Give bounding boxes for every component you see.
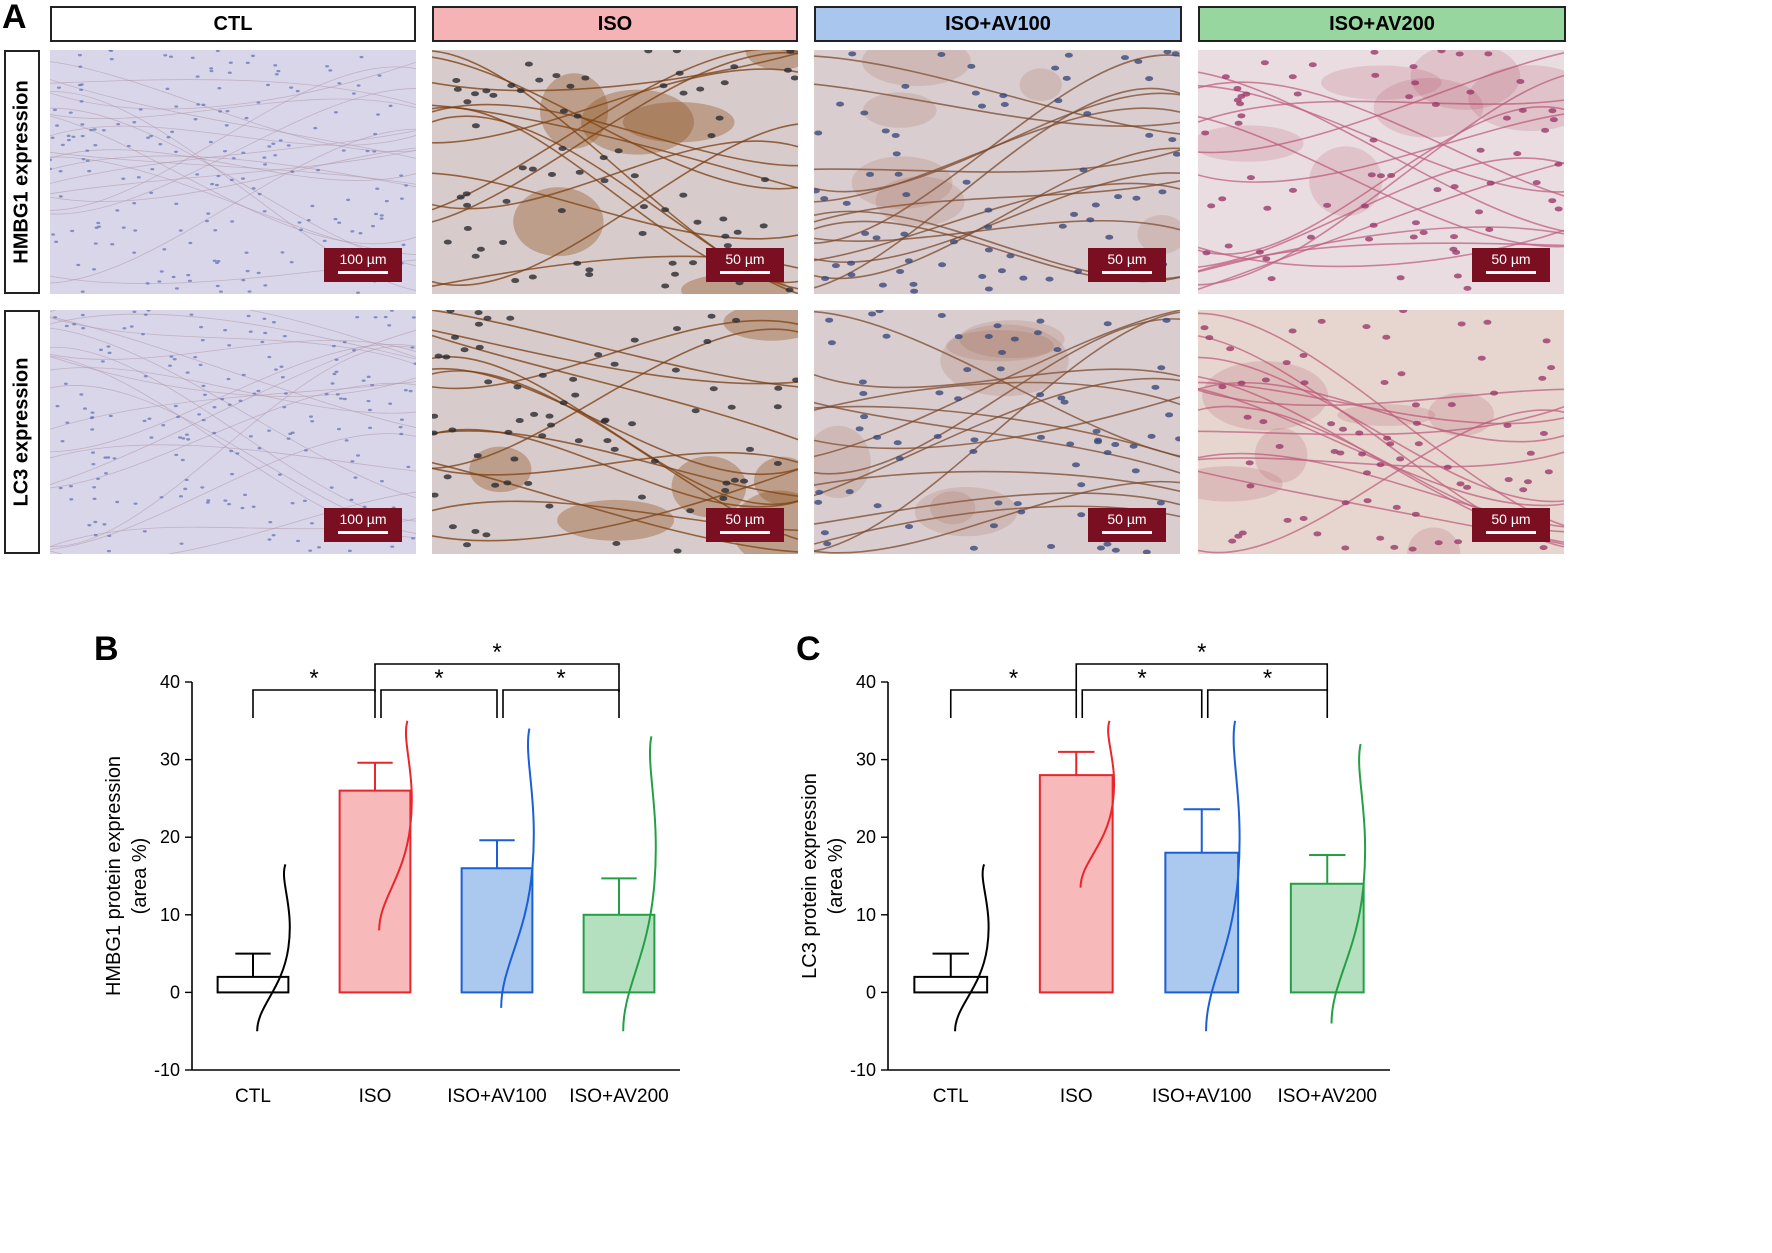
distribution-curve (1330, 743, 1367, 1024)
micrograph-tile: 50 µm (432, 50, 798, 294)
scale-bar: 50 µm (1472, 248, 1550, 282)
x-tick-label: ISO+AV200 (1278, 1086, 1377, 1107)
scale-bar-label: 50 µm (725, 511, 765, 527)
scale-bar-label: 50 µm (1107, 251, 1147, 267)
scale-bar-label: 50 µm (1491, 251, 1531, 267)
bar (1289, 882, 1365, 994)
significance-bracket (380, 689, 498, 718)
y-tick-label: 30 (160, 750, 180, 770)
group-header-iso: ISO (432, 6, 798, 42)
panel-letter-a: A (2, 0, 27, 36)
x-tick-label: ISO (359, 1086, 392, 1107)
bar (338, 789, 412, 994)
significance-star: * (309, 665, 318, 692)
significance-star: * (1009, 665, 1018, 692)
micrograph-tile: 50 µm (1198, 310, 1564, 554)
x-tick-label: CTL (933, 1086, 969, 1107)
distribution-curve (1205, 720, 1241, 1032)
scale-bar-label: 100 µm (339, 251, 387, 267)
y-axis-label: LC3 protein expression (area %) (799, 773, 847, 979)
significance-bracket (252, 689, 376, 718)
group-header-label: ISO+AV100 (945, 12, 1051, 35)
row-label-lc3: LC3 expression (4, 310, 40, 554)
scale-bar: 50 µm (1472, 508, 1550, 542)
x-tick-label: ISO+AV100 (1152, 1086, 1251, 1107)
bar (582, 913, 656, 994)
y-tick-label: 20 (856, 827, 876, 847)
bar (216, 975, 290, 994)
y-tick-label: -10 (850, 1060, 876, 1080)
scale-bar-label: 100 µm (339, 511, 387, 527)
micrograph-tile: 50 µm (814, 310, 1180, 554)
micrograph-tile: 50 µm (1198, 50, 1564, 294)
group-header-label: ISO (597, 12, 633, 35)
y-tick-label: 0 (170, 982, 180, 1002)
scale-bar: 50 µm (1088, 248, 1166, 282)
chart-c-lc3: -10 0 10 20 30 40 LC3 protein expression (area … (799, 640, 1390, 1107)
scale-bar: 100 µm (324, 508, 402, 542)
scale-bar-label: 50 µm (1491, 511, 1531, 527)
y-tick-label: 40 (160, 672, 180, 692)
panel-letter-c: C (796, 630, 821, 668)
significance-bracket (1206, 689, 1329, 718)
significance-star: * (492, 640, 501, 666)
y-tick-label: -10 (154, 1060, 180, 1080)
bar (1164, 851, 1240, 994)
distribution-curve (256, 864, 291, 1032)
significance-star: * (1197, 640, 1206, 666)
significance-bracket (1081, 689, 1203, 718)
scale-bar-label: 50 µm (1107, 511, 1147, 527)
distribution-curve (500, 728, 535, 1008)
significance-bracket (374, 663, 620, 692)
scale-bar: 50 µm (1088, 508, 1166, 542)
distribution-curve (378, 720, 413, 931)
group-header-label: ISO+AV200 (1329, 12, 1435, 35)
significance-star: * (1137, 665, 1146, 692)
panel-letter-b: B (94, 630, 119, 668)
distribution-curve (622, 736, 657, 1032)
significance-star: * (1263, 665, 1272, 692)
chart-b-hmbg1: -10 0 10 20 30 40 HMBG1 protein expression (are… (103, 640, 680, 1107)
bar (913, 975, 989, 994)
significance-star: * (556, 665, 565, 692)
row-label-text: HMBG1 expression (10, 80, 33, 264)
distribution-curve (954, 864, 990, 1032)
scale-bar: 50 µm (706, 248, 784, 282)
x-tick-label: ISO+AV200 (569, 1086, 668, 1107)
scale-bar: 50 µm (706, 508, 784, 542)
y-tick-label: 10 (160, 905, 180, 925)
row-label-text: LC3 expression (10, 357, 33, 507)
group-header-label: CTL (213, 12, 253, 35)
bar (1038, 774, 1114, 994)
y-tick-label: 30 (856, 750, 876, 770)
significance-bracket (502, 689, 620, 718)
x-tick-label: ISO (1060, 1086, 1093, 1107)
group-header-iso-av100: ISO+AV100 (814, 6, 1182, 42)
micrograph-tile: 100 µm (50, 310, 416, 554)
group-header-ctl: CTL (50, 6, 416, 42)
scale-bar-label: 50 µm (725, 251, 765, 267)
significance-bracket (949, 689, 1078, 718)
distribution-curve (1079, 720, 1116, 888)
y-tick-label: 20 (160, 827, 180, 847)
y-axis-label: HMBG1 protein expression (area %) (103, 756, 151, 996)
bar (460, 867, 534, 994)
scale-bar: 100 µm (324, 248, 402, 282)
y-tick-label: 40 (856, 672, 876, 692)
row-label-hmbg1: HMBG1 expression (4, 50, 40, 294)
micrograph-tile: 50 µm (814, 50, 1180, 294)
group-header-iso-av200: ISO+AV200 (1198, 6, 1566, 42)
y-tick-label: 10 (856, 905, 876, 925)
x-tick-label: ISO+AV100 (447, 1086, 546, 1107)
significance-bracket (1075, 663, 1329, 692)
significance-star: * (434, 665, 443, 692)
y-tick-label: 0 (866, 982, 876, 1002)
micrograph-tile: 100 µm (50, 50, 416, 294)
micrograph-tile: 50 µm (432, 310, 798, 554)
x-tick-label: CTL (235, 1086, 271, 1107)
